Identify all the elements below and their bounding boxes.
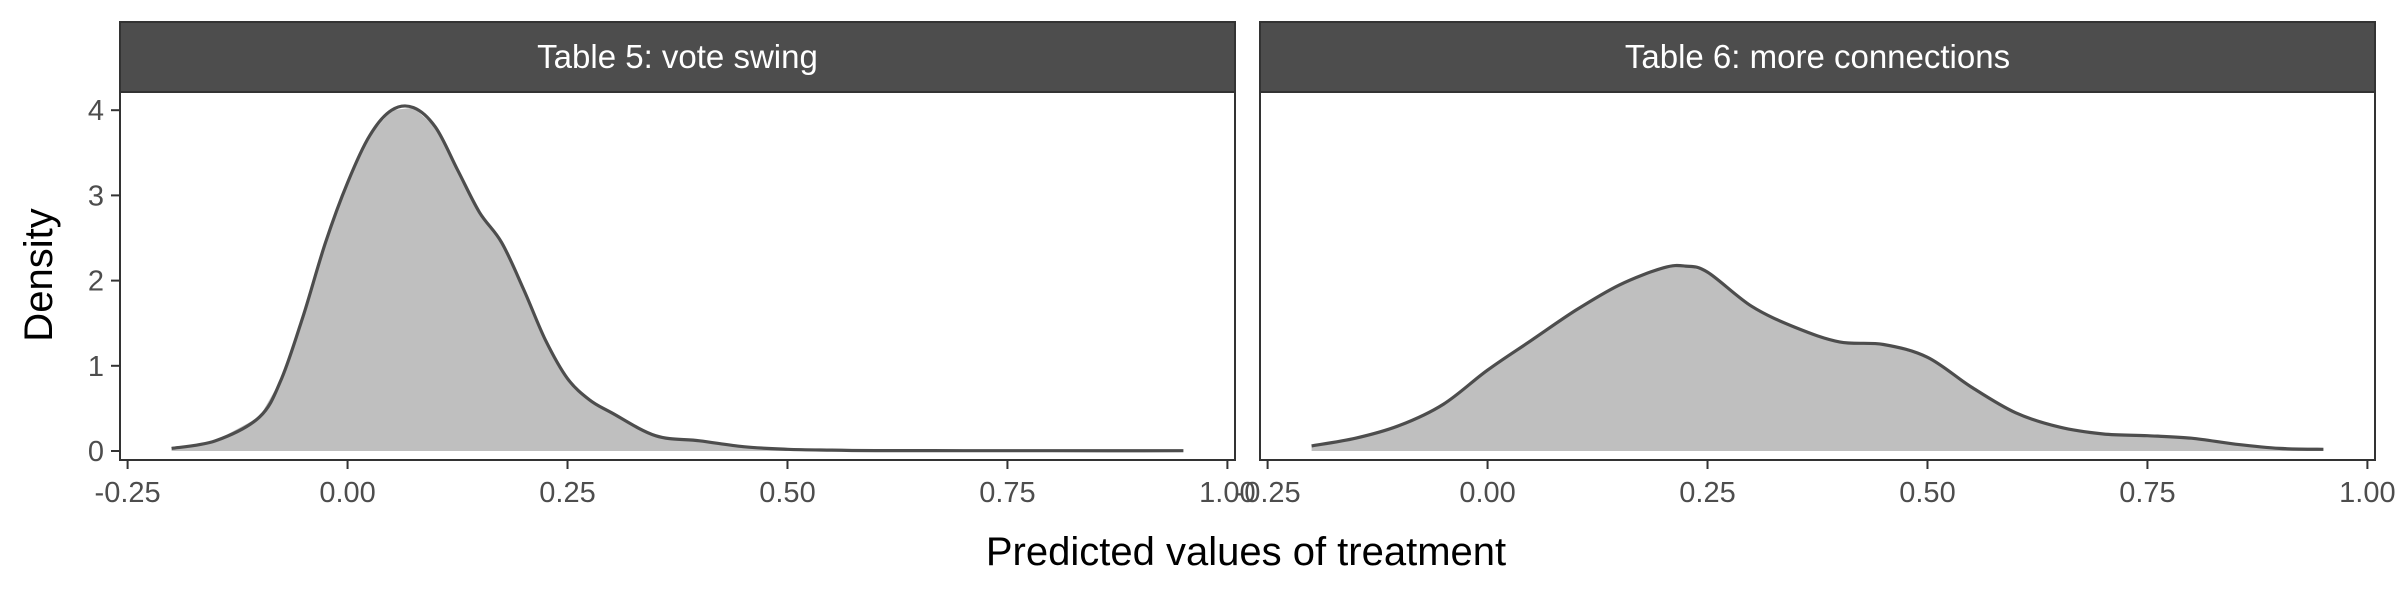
facet-title-2: Table 6: more connections [1625, 38, 2010, 75]
y-tick-label: 1 [88, 351, 104, 383]
x-tick-label: 0.00 [319, 477, 375, 509]
panel-frame-2 [1259, 91, 2376, 461]
x-tick-label: 0.50 [1899, 477, 1955, 509]
x-tick-label: 0.50 [759, 477, 815, 509]
y-tick-label: 2 [88, 266, 104, 298]
y-tick-label: 0 [88, 436, 104, 468]
x-tick-label: 0.25 [539, 477, 595, 509]
x-tick-label: 1.00 [1199, 477, 1255, 509]
x-tick-label: 0.75 [979, 477, 1035, 509]
density-area-1 [171, 107, 1184, 451]
density-line-1 [171, 104, 1184, 453]
facet-strip-2 [1259, 21, 2376, 93]
x-tick-label: -0.25 [95, 477, 161, 509]
x-tick-label: 0.75 [2119, 477, 2175, 509]
x-tick-label: -0.25 [1235, 477, 1301, 509]
density-line-2 [1311, 263, 2324, 451]
density-area-2 [1311, 266, 2324, 451]
x-tick-label: 0.25 [1679, 477, 1735, 509]
y-axis-title: Density [17, 208, 61, 341]
panel-frame-1 [119, 91, 1236, 461]
facet-title-1: Table 5: vote swing [537, 38, 818, 75]
x-tick-label: 1.00 [2339, 477, 2395, 509]
x-axis-title: Predicted values of treatment [986, 530, 1506, 574]
y-tick-label: 4 [88, 95, 104, 127]
x-tick-label: 0.00 [1459, 477, 1515, 509]
y-tick-label: 3 [88, 180, 104, 212]
facet-strip-1 [119, 21, 1236, 93]
